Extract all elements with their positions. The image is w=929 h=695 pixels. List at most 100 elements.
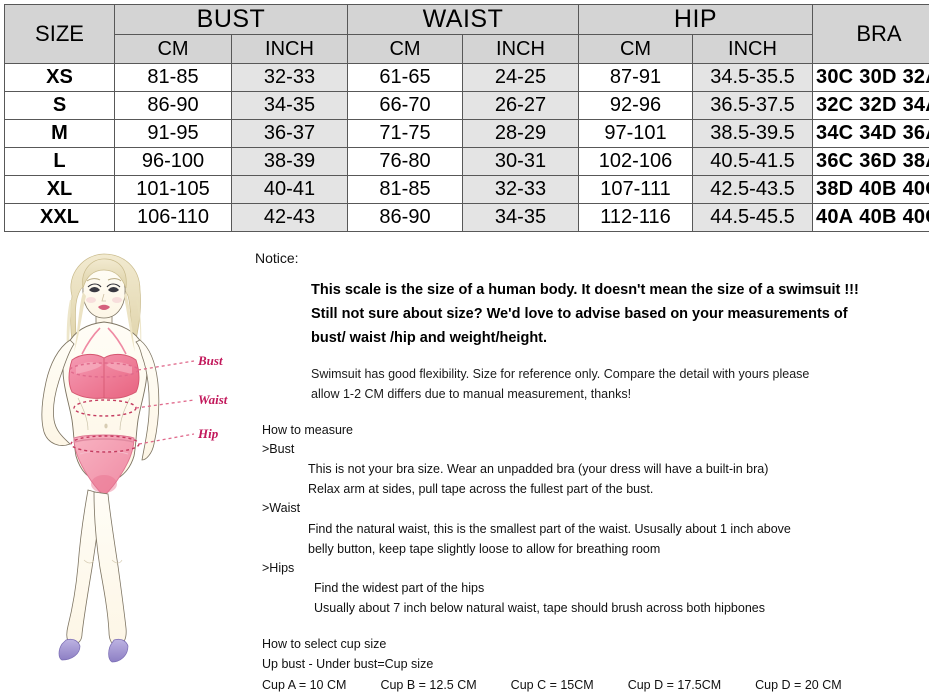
measurement-labels: Bust Waist Hip — [197, 353, 228, 441]
cell-bra: 38D40B40C40D — [813, 176, 929, 204]
cell-hip-inch: 42.5-43.5 — [693, 176, 813, 204]
measure-detail-line: Find the widest part of the hips — [314, 578, 920, 598]
notice-line: This scale is the size of a human body. … — [311, 278, 920, 302]
cell-bra: 34C34D36A36B — [813, 120, 929, 148]
cup-size-formula: Up bust - Under bust=Cup size — [262, 654, 920, 674]
header-row-groups: SIZE BUST WAIST HIP BRA — [5, 5, 929, 35]
body-measurement-illustration: Bust Waist Hip — [8, 248, 248, 666]
cell-bust-cm: 96-100 — [115, 148, 232, 176]
cell-waist-cm: 71-75 — [348, 120, 463, 148]
cell-size: XS — [5, 64, 115, 92]
hip-label: Hip — [197, 426, 219, 441]
bra-size: 40B — [856, 178, 899, 200]
notice-line: Still not sure about size? We'd love to … — [311, 302, 920, 326]
cup-size-entry: Cup A = 10 CM — [262, 678, 346, 692]
female-figure-diagram: Bust Waist Hip — [8, 248, 248, 666]
cell-waist-cm: 76-80 — [348, 148, 463, 176]
measure-marker: >Hips — [262, 559, 920, 578]
waist-leader-line — [136, 400, 194, 408]
bra-size: 34C — [813, 122, 856, 144]
swimsuit-bottom — [74, 435, 134, 496]
cell-hip-inch: 44.5-45.5 — [693, 204, 813, 232]
size-chart-table-container: SIZE BUST WAIST HIP BRA CM INCH CM INCH … — [4, 4, 925, 232]
cell-bra: 40A40B40C40D — [813, 204, 929, 232]
cell-hip-cm: 87-91 — [579, 64, 693, 92]
cell-hip-cm: 102-106 — [579, 148, 693, 176]
notice-important-text: This scale is the size of a human body. … — [311, 278, 920, 350]
measure-marker: >Bust — [262, 440, 920, 459]
cell-waist-cm: 81-85 — [348, 176, 463, 204]
bra-size: 30D — [856, 66, 899, 88]
cell-size: XXL — [5, 204, 115, 232]
notice-heading: Notice: — [255, 250, 920, 266]
cell-waist-cm: 66-70 — [348, 92, 463, 120]
bra-size: 32C — [813, 94, 856, 116]
cup-size-entry: Cup B = 12.5 CM — [380, 678, 476, 692]
cell-bust-cm: 81-85 — [115, 64, 232, 92]
cell-waist-inch: 26-27 — [463, 92, 579, 120]
notice-line: bust/ waist /hip and weight/height. — [311, 326, 920, 350]
bra-size: 36D — [856, 150, 899, 172]
bra-size: 34D — [856, 122, 899, 144]
notice-line: Swimsuit has good flexibility. Size for … — [311, 364, 920, 384]
cell-hip-cm: 92-96 — [579, 92, 693, 120]
cell-hip-inch: 36.5-37.5 — [693, 92, 813, 120]
cell-size: XL — [5, 176, 115, 204]
legs — [67, 490, 127, 646]
bra-size: 30C — [813, 66, 856, 88]
cell-bust-cm: 91-95 — [115, 120, 232, 148]
header-row-units: CM INCH CM INCH CM INCH — [5, 35, 929, 64]
cell-hip-cm: 107-111 — [579, 176, 693, 204]
cell-waist-inch: 30-31 — [463, 148, 579, 176]
header-waist: WAIST — [348, 5, 579, 35]
table-header: SIZE BUST WAIST HIP BRA CM INCH CM INCH … — [5, 5, 929, 64]
header-hip: HIP — [579, 5, 813, 35]
waist-label: Waist — [198, 392, 228, 407]
measure-detail-line: Relax arm at sides, pull tape across the… — [308, 479, 920, 499]
cell-hip-cm: 112-116 — [579, 204, 693, 232]
bra-size: 32D — [856, 94, 899, 116]
header-bust-inch: INCH — [232, 35, 348, 64]
bra-size: 36A — [900, 122, 929, 144]
notice-line: allow 1-2 CM differs due to manual measu… — [311, 384, 920, 404]
header-waist-cm: CM — [348, 35, 463, 64]
header-bra: BRA — [813, 5, 929, 64]
cell-bust-cm: 101-105 — [115, 176, 232, 204]
cell-size: L — [5, 148, 115, 176]
cell-hip-cm: 97-101 — [579, 120, 693, 148]
bra-size: 32A — [900, 66, 929, 88]
measure-detail-line: Usually about 7 inch below natural waist… — [314, 598, 920, 618]
cell-bra: 30C30D32A32B — [813, 64, 929, 92]
bra-size: 40A — [813, 206, 856, 228]
bra-size: 40B — [856, 206, 899, 228]
measure-detail-line: Find the natural waist, this is the smal… — [308, 519, 920, 539]
cup-size-section: How to select cup size Up bust - Under b… — [262, 634, 920, 695]
cell-waist-cm: 61-65 — [348, 64, 463, 92]
cup-size-entry: Cup D = 17.5CM — [628, 678, 721, 692]
bra-size: 38D — [813, 178, 856, 200]
bra-size: 36C — [813, 150, 856, 172]
high-heel-shoes — [59, 639, 128, 662]
cell-bust-inch: 38-39 — [232, 148, 348, 176]
header-bust-cm: CM — [115, 35, 232, 64]
how-to-measure-heading: How to measure — [262, 421, 920, 440]
cell-size: M — [5, 120, 115, 148]
cell-waist-inch: 34-35 — [463, 204, 579, 232]
size-chart-table: SIZE BUST WAIST HIP BRA CM INCH CM INCH … — [4, 4, 929, 232]
bust-label: Bust — [197, 353, 223, 368]
bra-size: 38A — [900, 150, 929, 172]
cell-bra: 32C32D34A34B — [813, 92, 929, 120]
cup-size-heading: How to select cup size — [262, 634, 920, 654]
header-waist-inch: INCH — [463, 35, 579, 64]
cell-bust-inch: 32-33 — [232, 64, 348, 92]
measure-detail-line: This is not your bra size. Wear an unpad… — [308, 459, 920, 479]
